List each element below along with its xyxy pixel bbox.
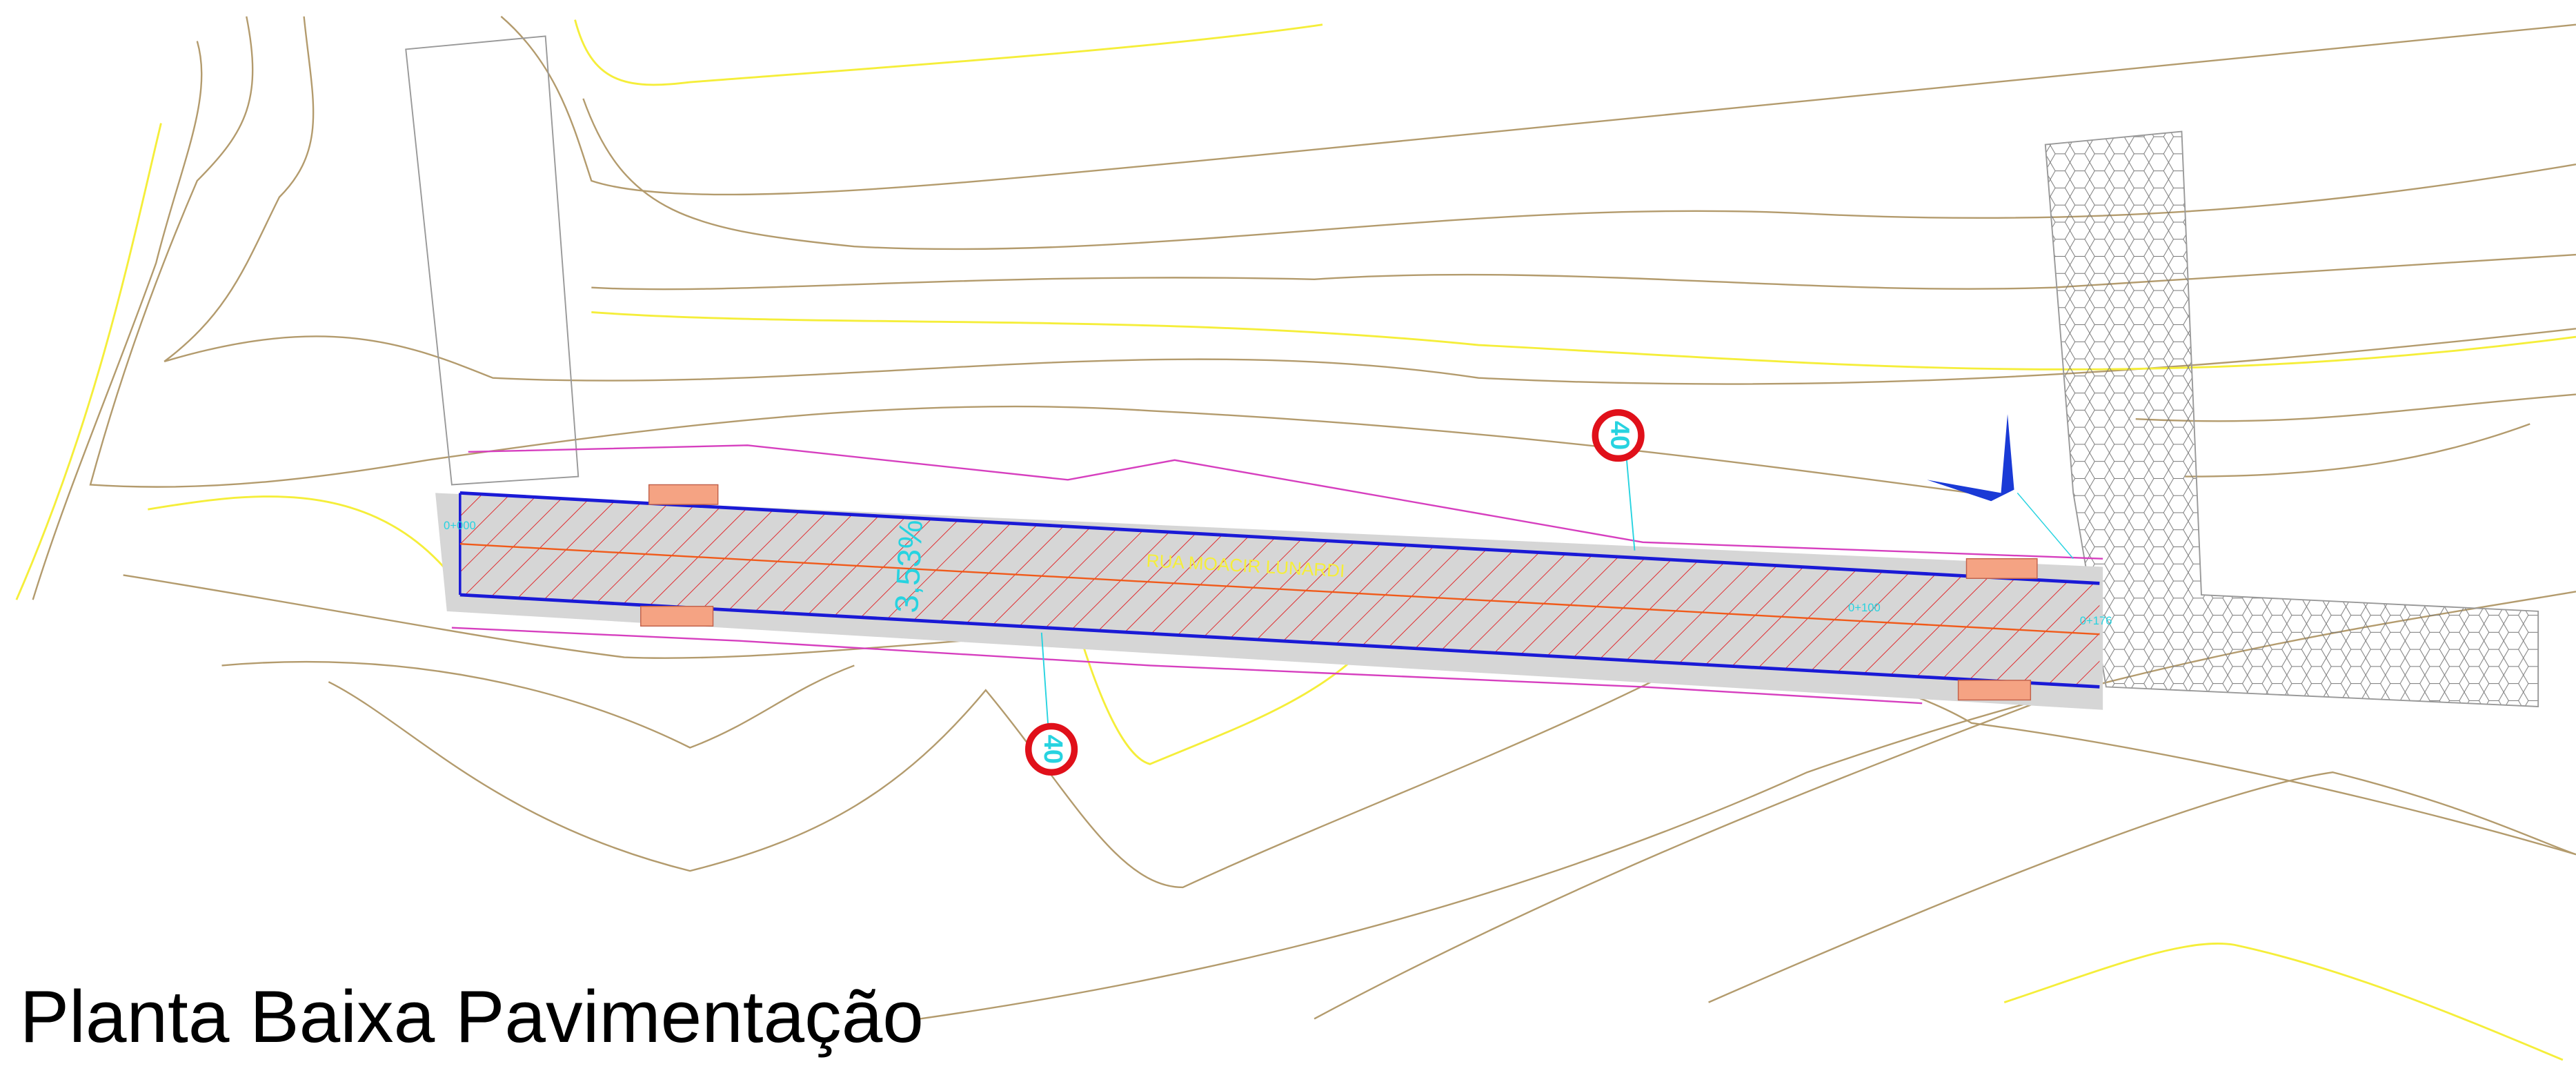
sign-label: 40 [1605, 421, 1634, 450]
station: 0+176 [2080, 614, 2112, 627]
drawing: RUA MOACIR LUNARDI 3,53% 0+000 0+100 0+1… [0, 0, 2576, 1073]
speed-sign: 40 [1029, 633, 1075, 772]
speed-sign: 40 [1595, 413, 1641, 551]
station: 0+100 [1848, 601, 1881, 614]
north-arrow [1927, 414, 2073, 559]
slope: 3,53% [889, 519, 930, 614]
station: 0+000 [444, 519, 476, 532]
sign-label: 40 [1038, 735, 1067, 764]
title: Planta Baixa Pavimentação [20, 975, 924, 1058]
gravel-area [406, 36, 578, 484]
